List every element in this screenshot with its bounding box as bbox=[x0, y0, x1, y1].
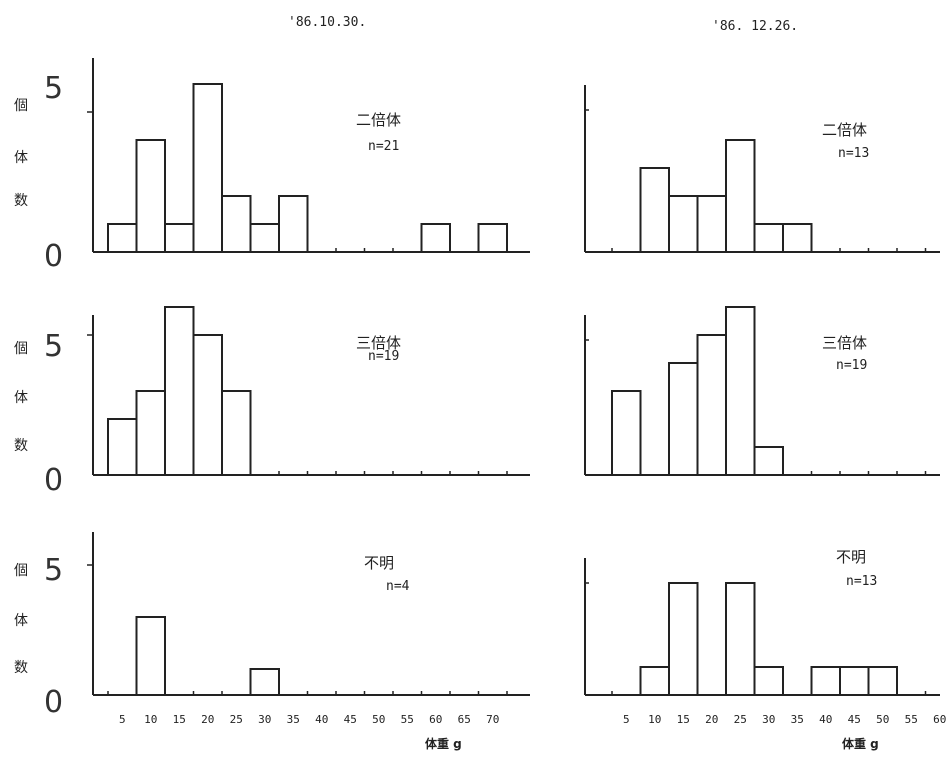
date-left: '86.10.30. bbox=[288, 15, 366, 30]
bar-right-3-40 bbox=[810, 666, 841, 696]
bar-right-2-15 bbox=[668, 362, 699, 476]
svg-text:数: 数 bbox=[14, 193, 28, 209]
x-tick-label: 15 bbox=[173, 713, 186, 726]
svg-text:体: 体 bbox=[14, 150, 28, 166]
svg-text:数: 数 bbox=[14, 438, 28, 454]
ylabel-left-2: 個 体 数 bbox=[14, 341, 28, 454]
bar-right-3-30 bbox=[753, 666, 784, 696]
bar-left-2-5 bbox=[107, 418, 138, 476]
bar-left-1-20 bbox=[192, 83, 223, 253]
svg-text:数: 数 bbox=[14, 660, 28, 676]
x-tick-label: 60 bbox=[933, 713, 946, 726]
ytick-5-left-3: 5 bbox=[44, 553, 63, 588]
x-tick-label: 10 bbox=[648, 713, 661, 726]
x-tick-label: 55 bbox=[905, 713, 918, 726]
ytick-0-left-2: 0 bbox=[44, 463, 63, 498]
title-right-1: 二倍体 bbox=[822, 121, 867, 139]
x-tick-label: 25 bbox=[734, 713, 747, 726]
bar-left-2-15 bbox=[164, 306, 195, 476]
bar-left-3-30 bbox=[249, 668, 280, 696]
bar-left-1-60 bbox=[420, 223, 451, 253]
ytick-0-left-3: 0 bbox=[44, 685, 63, 720]
bar-right-3-10 bbox=[639, 666, 670, 696]
bar-right-1-15 bbox=[668, 195, 699, 253]
xlabel-left: 体重 g bbox=[425, 736, 462, 751]
x-tick-label: 40 bbox=[819, 713, 832, 726]
xlabel-right: 体重 g bbox=[842, 736, 879, 751]
svg-text:個: 個 bbox=[14, 563, 28, 579]
bar-right-2-20 bbox=[696, 334, 727, 476]
x-tick-label: 50 bbox=[372, 713, 385, 726]
x-tick-label: 65 bbox=[458, 713, 471, 726]
x-tick-label: 70 bbox=[486, 713, 499, 726]
bar-left-1-25 bbox=[221, 195, 252, 253]
bar-left-3-10 bbox=[135, 616, 166, 696]
x-tick-label: 35 bbox=[287, 713, 300, 726]
bar-right-1-20 bbox=[696, 195, 727, 253]
x-tick-label: 35 bbox=[791, 713, 804, 726]
x-tick-label: 45 bbox=[344, 713, 357, 726]
histogram-panels: 5 10 15 20 25 30 35 40 45 50 55 60 65 70 5 10 15 20 25 30 35… bbox=[87, 58, 946, 726]
n-right-3: n=13 bbox=[846, 574, 877, 589]
bar-right-1-10 bbox=[639, 167, 670, 253]
x-tick-label: 45 bbox=[848, 713, 861, 726]
x-tick-label: 10 bbox=[144, 713, 157, 726]
title-right-2: 三倍体 bbox=[822, 334, 867, 352]
x-tick-label: 30 bbox=[762, 713, 775, 726]
bar-left-1-70 bbox=[477, 223, 508, 253]
svg-text:個: 個 bbox=[14, 341, 28, 357]
n-left-2: n=19 bbox=[368, 349, 399, 364]
ylabel-left-1: 個 体 数 bbox=[14, 98, 28, 209]
x-tick-label: 20 bbox=[705, 713, 718, 726]
bar-right-3-50 bbox=[867, 666, 898, 696]
bar-right-3-45 bbox=[839, 666, 870, 696]
ytick-0-left-1: 0 bbox=[44, 239, 63, 274]
ytick-5-left-2: 5 bbox=[44, 329, 63, 364]
bar-right-1-30 bbox=[753, 223, 784, 253]
x-tick-label: 30 bbox=[258, 713, 271, 726]
title-left-2: 三倍体 bbox=[356, 334, 401, 352]
bar-right-2-5 bbox=[611, 390, 642, 476]
svg-text:体: 体 bbox=[14, 613, 28, 629]
bar-right-3-15 bbox=[668, 582, 699, 696]
bar-left-1-15 bbox=[164, 223, 195, 253]
n-left-3: n=4 bbox=[386, 579, 410, 594]
x-tick-label: 20 bbox=[201, 713, 214, 726]
x-tick-label: 5 bbox=[623, 713, 630, 726]
bar-left-2-10 bbox=[135, 390, 166, 476]
ylabel-left-3: 個 体 数 bbox=[14, 563, 28, 676]
bar-left-2-20 bbox=[192, 334, 223, 476]
bar-right-2-25 bbox=[725, 306, 756, 476]
bar-left-1-10 bbox=[135, 139, 166, 253]
bar-left-1-30 bbox=[249, 223, 280, 253]
n-right-1: n=13 bbox=[838, 146, 869, 161]
n-right-2: n=19 bbox=[836, 358, 867, 373]
title-left-3: 不明 bbox=[364, 554, 394, 572]
x-tick-label: 15 bbox=[677, 713, 690, 726]
date-right: '86. 12.26. bbox=[712, 19, 798, 34]
x-tick-label: 55 bbox=[401, 713, 414, 726]
x-tick-label: 5 bbox=[119, 713, 126, 726]
bar-left-1-5 bbox=[107, 223, 138, 253]
bar-right-1-35 bbox=[782, 223, 813, 253]
bar-right-2-30 bbox=[753, 446, 784, 476]
svg-text:個: 個 bbox=[14, 98, 28, 114]
bar-right-3-25 bbox=[725, 582, 756, 696]
n-left-1: n=21 bbox=[368, 139, 399, 154]
title-left-1: 二倍体 bbox=[356, 111, 401, 129]
bar-left-2-25 bbox=[221, 390, 252, 476]
x-tick-label: 60 bbox=[429, 713, 442, 726]
svg-text:体: 体 bbox=[14, 390, 28, 406]
title-right-3: 不明 bbox=[836, 548, 866, 566]
x-tick-label: 40 bbox=[315, 713, 328, 726]
x-tick-label: 25 bbox=[230, 713, 243, 726]
bar-left-1-35 bbox=[278, 195, 309, 253]
x-tick-label: 50 bbox=[876, 713, 889, 726]
ytick-5-left-1: 5 bbox=[44, 71, 63, 106]
bar-right-1-25 bbox=[725, 139, 756, 253]
